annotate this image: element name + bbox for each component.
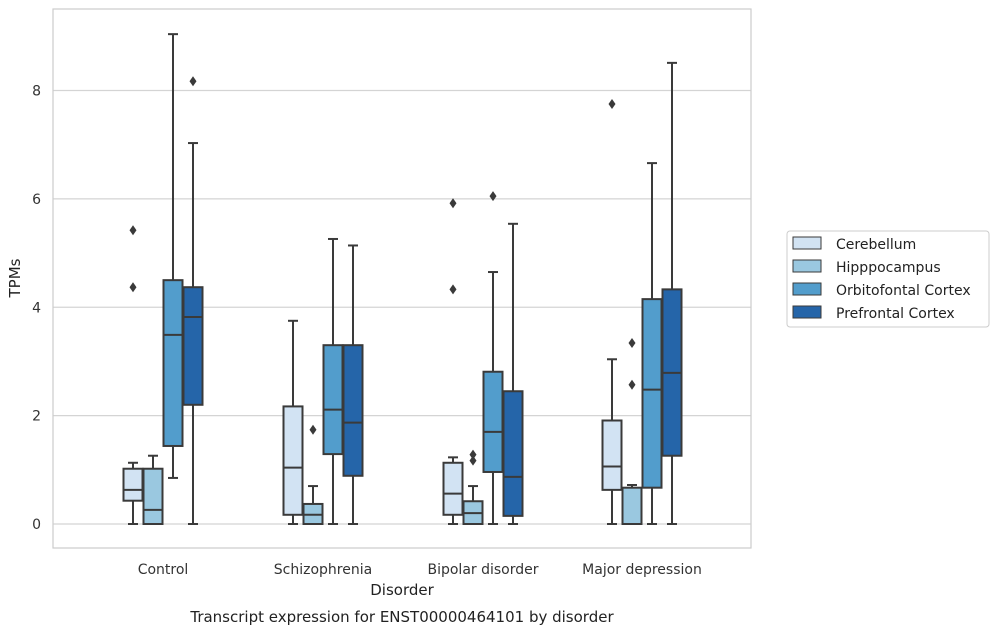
box-0-2 xyxy=(162,33,184,479)
outlier-point xyxy=(449,284,457,295)
box-0-1 xyxy=(142,454,164,526)
legend-label: Orbitofontal Cortex xyxy=(836,283,971,299)
box-2-3 xyxy=(502,222,524,525)
outlier-point xyxy=(449,198,457,209)
outlier-point xyxy=(309,424,317,435)
box-0-3 xyxy=(182,76,204,525)
legend-frame xyxy=(786,230,990,328)
box-2-1 xyxy=(462,449,484,525)
outlier-point xyxy=(489,191,497,202)
box-1-1 xyxy=(302,424,324,525)
x-tick-label: Bipolar disorder xyxy=(427,562,538,578)
outlier-point xyxy=(189,76,197,87)
y-tick-label: 8 xyxy=(32,84,41,100)
x-tick-label: Control xyxy=(138,562,189,578)
box-body xyxy=(621,486,643,525)
outlier-point xyxy=(469,449,477,460)
box-3-3 xyxy=(661,61,683,525)
box-0-0 xyxy=(122,225,144,525)
legend-swatch xyxy=(792,305,822,319)
x-tick-label: Major depression xyxy=(582,562,702,578)
outlier-point xyxy=(129,225,137,236)
legend-swatch xyxy=(792,236,822,250)
box-body xyxy=(162,279,184,447)
box-body xyxy=(282,405,304,516)
box-body xyxy=(502,390,524,517)
box-2-2 xyxy=(482,191,504,525)
outlier-point xyxy=(469,455,477,466)
legend-swatch xyxy=(792,282,822,296)
x-tick-label: Schizophrenia xyxy=(274,562,372,578)
box-3-2 xyxy=(641,162,663,525)
box-body xyxy=(601,419,623,491)
x-axis-ticks: Control Schizophrenia Bipolar disorder Majo… xyxy=(138,562,702,578)
box-3-0 xyxy=(601,99,623,525)
boxes xyxy=(122,33,683,526)
legend-label: Cerebellum xyxy=(836,237,916,253)
outlier-point xyxy=(129,282,137,293)
box-2-0 xyxy=(442,198,464,525)
legend-label: Prefrontal Cortex xyxy=(836,306,955,322)
box-body xyxy=(342,344,364,477)
box-body xyxy=(641,298,663,489)
y-axis-title: TPMs xyxy=(6,258,24,298)
legend-label: Hipppocampus xyxy=(836,260,941,276)
outlier-point xyxy=(608,99,616,110)
outlier-point xyxy=(628,338,636,349)
box-1-0 xyxy=(282,319,304,525)
box-body xyxy=(322,344,344,456)
box-body xyxy=(122,467,144,502)
box-3-1 xyxy=(621,338,643,525)
x-axis-title: Disorder xyxy=(370,581,434,599)
box-body xyxy=(182,286,204,406)
y-tick-label: 2 xyxy=(32,409,41,425)
legend: Cerebellum Hipppocampus Orbitofontal Corte… xyxy=(786,230,990,328)
y-tick-label: 4 xyxy=(32,300,41,316)
box-1-2 xyxy=(322,237,344,525)
box-1-3 xyxy=(342,244,364,525)
legend-swatch xyxy=(792,259,822,273)
chart-title: Transcript expression for ENST0000046410… xyxy=(189,608,614,626)
plot-area-frame xyxy=(52,8,752,549)
outlier-point xyxy=(628,379,636,390)
y-tick-label: 0 xyxy=(32,517,41,533)
box-body xyxy=(142,467,164,526)
y-tick-label: 6 xyxy=(32,192,41,208)
y-axis-ticks: 0 2 4 6 8 xyxy=(32,84,41,534)
box-body xyxy=(482,370,504,473)
box-body xyxy=(442,461,464,516)
legend-items: Cerebellum Hipppocampus Orbitofontal Corte… xyxy=(792,236,971,322)
